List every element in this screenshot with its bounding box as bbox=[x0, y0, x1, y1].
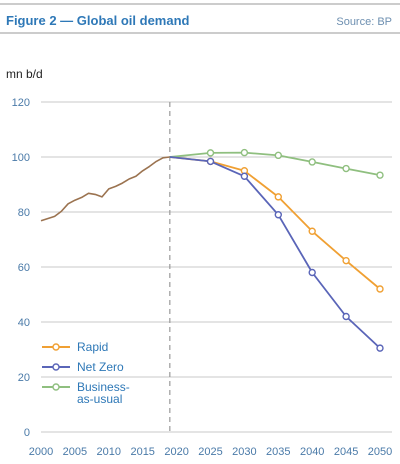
x-tick-label: 2045 bbox=[334, 446, 358, 458]
net-zero-point bbox=[308, 268, 316, 277]
y-tick-label: 80 bbox=[18, 207, 30, 219]
legend-label-business-as-usual: Business- bbox=[77, 380, 130, 394]
legend-marker-net-zero bbox=[52, 363, 60, 371]
x-tick-label: 2035 bbox=[266, 446, 290, 458]
x-tick-label: 2015 bbox=[130, 446, 154, 458]
rapid-point bbox=[308, 227, 316, 235]
y-tick-labels: 0 20 40 60 80 100 120 bbox=[12, 97, 30, 439]
historical-demand-line bbox=[40, 156, 170, 222]
x-tick-label: 2025 bbox=[198, 446, 222, 458]
x-tick-label: 2005 bbox=[63, 446, 87, 458]
y-tick-label: 120 bbox=[12, 97, 30, 109]
x-tick-label: 2050 bbox=[368, 446, 392, 458]
rapid-point bbox=[342, 256, 350, 265]
legend-marker-rapid bbox=[52, 343, 60, 351]
x-tick-label: 2030 bbox=[232, 446, 256, 458]
business-as-usual-point bbox=[240, 148, 249, 157]
business-as-usual-point bbox=[206, 149, 215, 157]
y-tick-label: 60 bbox=[18, 262, 30, 274]
y-tick-label: 40 bbox=[18, 317, 30, 329]
rapid-point bbox=[274, 193, 282, 201]
net-zero-point bbox=[274, 211, 282, 219]
y-tick-label: 20 bbox=[18, 372, 30, 384]
legend-label-rapid: Rapid bbox=[77, 340, 108, 354]
x-tick-label: 2020 bbox=[164, 446, 188, 458]
chart-title: Figure 2 — Global oil demand bbox=[6, 13, 190, 28]
rapid-point bbox=[376, 285, 384, 293]
y-tick-label: 100 bbox=[12, 152, 30, 164]
legend-label-net-zero: Net Zero bbox=[77, 360, 124, 374]
legend: Rapid Net Zero Business-as-usual bbox=[42, 340, 130, 406]
net-zero-point bbox=[206, 157, 215, 166]
x-tick-label: 2040 bbox=[300, 446, 324, 458]
y-tick-label: 0 bbox=[24, 427, 30, 439]
business-as-usual-point bbox=[342, 164, 350, 173]
x-tick-labels: 2000 2005 2010 2015 2020 2025 2030 2035 2040 2045… bbox=[29, 446, 392, 458]
chart-source: Source: BP bbox=[336, 16, 392, 28]
business-as-usual-point bbox=[274, 151, 282, 160]
legend-marker-business-as-usual bbox=[52, 383, 60, 391]
net-zero-series-line bbox=[169, 156, 381, 349]
legend-label-business-as-usual: as-usual bbox=[77, 392, 122, 406]
x-tick-label: 2000 bbox=[29, 446, 53, 458]
net-zero-point bbox=[342, 312, 350, 321]
x-tick-label: 2010 bbox=[97, 446, 121, 458]
series-lines bbox=[40, 148, 384, 352]
business-as-usual-point bbox=[308, 158, 316, 166]
net-zero-point bbox=[376, 344, 384, 352]
business-as-usual-point bbox=[376, 171, 384, 179]
net-zero-point bbox=[240, 172, 249, 180]
rapid-series-line bbox=[169, 156, 381, 290]
gridlines bbox=[41, 101, 392, 433]
y-axis-unit: mn b/d bbox=[6, 67, 43, 81]
